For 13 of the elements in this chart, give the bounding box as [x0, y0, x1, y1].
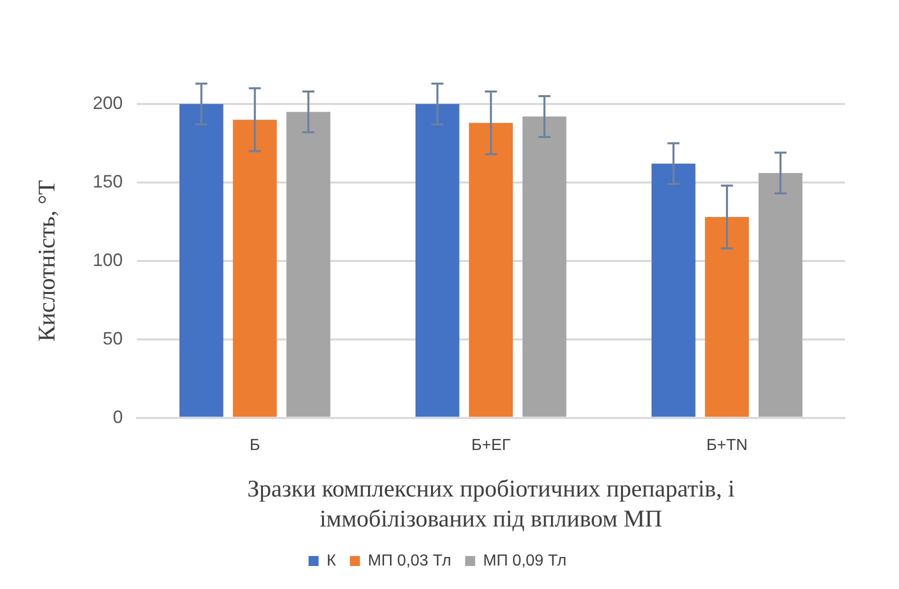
y-tick-label: 150 — [92, 171, 123, 192]
x-tick-label: Б — [250, 436, 260, 454]
y-tick-label: 0 — [112, 406, 123, 427]
x-tick-label: Б+TN — [706, 436, 748, 454]
y-tick-label: 100 — [92, 250, 123, 270]
y-tick-label: 50 — [102, 328, 123, 348]
legend-label: К — [326, 552, 337, 570]
legend-label: МП 0,09 Тл — [483, 552, 566, 570]
x-axis-title: Зразки комплексних пробіотичних препаратів, і іммобілізованих під впливом МП — [247, 476, 735, 532]
y-axis-title: Кислотність, °Т — [34, 180, 61, 342]
y-tick-label: 200 — [92, 92, 123, 113]
legend-label: МП 0,03 Тл — [368, 552, 452, 570]
x-tick-label: Б+ЕГ — [471, 436, 511, 454]
